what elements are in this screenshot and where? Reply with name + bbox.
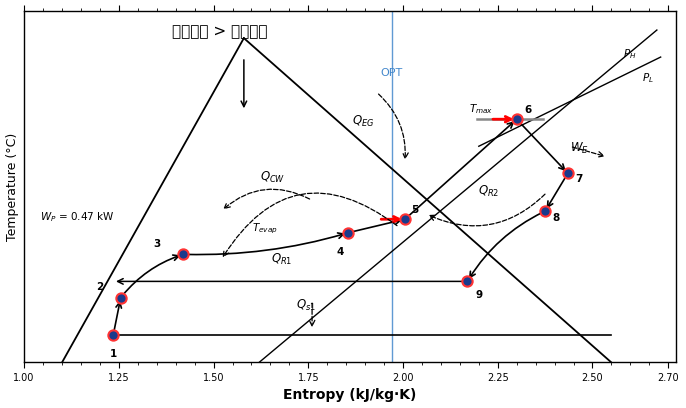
Point bbox=[178, 251, 189, 257]
Point bbox=[115, 294, 126, 301]
Point bbox=[540, 208, 551, 214]
Text: $Q_{s1}$: $Q_{s1}$ bbox=[296, 297, 316, 313]
Text: $W_E$: $W_E$ bbox=[569, 141, 589, 156]
X-axis label: Entropy (kJ/kg·K): Entropy (kJ/kg·K) bbox=[283, 388, 416, 402]
Text: OPT: OPT bbox=[381, 68, 403, 78]
Text: $T_{evap}$: $T_{evap}$ bbox=[252, 222, 278, 236]
Text: 4: 4 bbox=[337, 247, 344, 257]
Text: 8: 8 bbox=[553, 213, 560, 223]
Point bbox=[342, 229, 353, 236]
Text: 2: 2 bbox=[96, 282, 104, 292]
Text: $Q_{EG}$: $Q_{EG}$ bbox=[352, 113, 375, 129]
Text: $P_H$: $P_H$ bbox=[623, 47, 637, 61]
Y-axis label: Temperature (°C): Temperature (°C) bbox=[5, 133, 19, 241]
Point bbox=[511, 116, 522, 122]
Text: 3: 3 bbox=[153, 239, 161, 248]
Text: 6: 6 bbox=[524, 105, 532, 115]
Text: $Q_{R1}$: $Q_{R1}$ bbox=[271, 251, 292, 266]
Text: 5: 5 bbox=[411, 205, 418, 215]
Point bbox=[462, 278, 473, 285]
Text: $T_{max}$: $T_{max}$ bbox=[469, 102, 493, 116]
Point bbox=[108, 332, 119, 339]
Text: 1: 1 bbox=[110, 349, 117, 359]
Text: $W_P$ = 0.47 kW: $W_P$ = 0.47 kW bbox=[40, 210, 115, 224]
Point bbox=[399, 216, 410, 222]
Point bbox=[563, 170, 573, 177]
Text: $Q_{R2}$: $Q_{R2}$ bbox=[477, 184, 499, 199]
Text: $Q_{CW}$: $Q_{CW}$ bbox=[259, 171, 285, 186]
Text: 냉매유량 > 최적유량: 냉매유량 > 최적유량 bbox=[172, 24, 268, 39]
Text: $P_L$: $P_L$ bbox=[641, 71, 654, 85]
Text: 7: 7 bbox=[576, 174, 583, 184]
Text: 9: 9 bbox=[475, 290, 482, 300]
